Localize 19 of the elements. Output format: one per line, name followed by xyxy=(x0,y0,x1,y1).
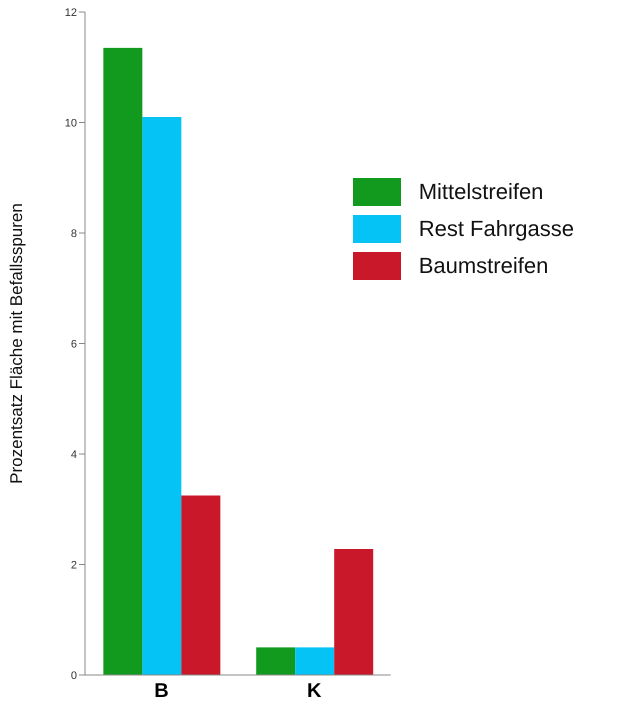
bar xyxy=(103,48,142,675)
bar xyxy=(295,647,334,675)
x-tick-label: B xyxy=(154,680,169,702)
bar xyxy=(142,116,182,675)
legend-label: Rest Fahrgasse xyxy=(418,216,574,242)
bar xyxy=(181,495,220,675)
bar xyxy=(334,549,374,675)
y-tick-label: 0 xyxy=(70,670,77,682)
bar xyxy=(256,647,296,675)
legend-label: Baumstreifen xyxy=(418,253,548,279)
y-tick-label: 8 xyxy=(70,228,77,240)
y-tick-label: 2 xyxy=(70,559,77,572)
legend-label: Mittelstreifen xyxy=(418,179,544,205)
y-axis-title: Prozentsatz Fläche mit Befallsspuren xyxy=(7,203,26,484)
y-tick-label: 12 xyxy=(64,6,77,19)
x-tick-label: K xyxy=(307,680,322,702)
y-tick-label: 4 xyxy=(70,448,77,461)
y-tick-label: 6 xyxy=(70,338,77,350)
y-tick-label: 10 xyxy=(64,117,77,130)
